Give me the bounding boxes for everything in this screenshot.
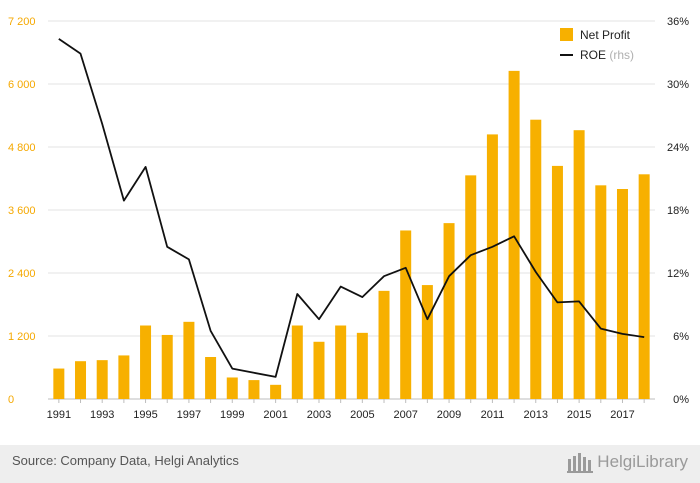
legend-label-roe-suffix: (rhs) bbox=[609, 48, 634, 62]
bar bbox=[183, 321, 195, 399]
y-right-tick-label: 36% bbox=[667, 16, 689, 28]
x-tick-label: 2007 bbox=[393, 409, 417, 421]
bar bbox=[335, 325, 347, 399]
x-tick-label: 2003 bbox=[307, 409, 331, 421]
x-tick-label: 2013 bbox=[524, 409, 548, 421]
bar bbox=[400, 230, 412, 399]
x-tick-label: 2005 bbox=[350, 409, 374, 421]
y-right-tick-label: 12% bbox=[667, 268, 689, 280]
brand-logo[interactable]: HelgiLibrary bbox=[567, 451, 688, 473]
bar bbox=[421, 285, 433, 399]
legend-swatch-net-profit bbox=[560, 28, 573, 41]
y-right-tick-label: 24% bbox=[667, 142, 689, 154]
y-left-tick-label: 3 600 bbox=[8, 205, 36, 217]
bar bbox=[248, 380, 260, 399]
bar bbox=[356, 332, 368, 399]
x-tick-label: 1999 bbox=[220, 409, 244, 421]
bar bbox=[96, 360, 108, 399]
x-tick-label: 1993 bbox=[90, 409, 114, 421]
y-left-tick-label: 1 200 bbox=[8, 331, 36, 343]
x-tick-label: 2001 bbox=[263, 409, 287, 421]
chart-svg: 0 1 200 2 400 3 600 4 800 6 000 7 200 0% 6% 12% 18… bbox=[8, 16, 689, 421]
y-left-tick-label: 6 000 bbox=[8, 79, 36, 91]
bar bbox=[378, 290, 390, 399]
x-tick-label: 2017 bbox=[610, 409, 634, 421]
bar bbox=[573, 130, 585, 399]
y-left-tick-label: 0 bbox=[8, 394, 14, 406]
legend-label-net-profit: Net Profit bbox=[580, 28, 631, 42]
bar bbox=[205, 357, 217, 399]
legend-label-roe: ROE (rhs) bbox=[580, 48, 634, 62]
x-tick-label: 2011 bbox=[481, 409, 505, 421]
y-right-tick-label: 18% bbox=[667, 205, 689, 217]
bar bbox=[161, 334, 173, 399]
bar bbox=[530, 119, 542, 399]
bar bbox=[118, 355, 130, 399]
x-tick-label: 1991 bbox=[47, 409, 71, 421]
bar bbox=[226, 377, 238, 399]
x-tick-label: 2015 bbox=[567, 409, 591, 421]
bar bbox=[270, 384, 282, 399]
bar bbox=[140, 325, 152, 399]
bar bbox=[75, 361, 87, 399]
bar bbox=[465, 175, 477, 399]
x-tick-label: 1997 bbox=[177, 409, 201, 421]
chart-area: 0 1 200 2 400 3 600 4 800 6 000 7 200 0% 6% 12% 18… bbox=[8, 16, 689, 421]
bar bbox=[595, 185, 607, 399]
y-right-tick-label: 30% bbox=[667, 79, 689, 91]
source-text: Source: Company Data, Helgi Analytics bbox=[12, 453, 239, 468]
bar bbox=[313, 341, 325, 399]
bar bbox=[53, 368, 65, 399]
y-left-tick-label: 2 400 bbox=[8, 268, 36, 280]
y-left-tick-label: 7 200 bbox=[8, 16, 36, 28]
footer: Source: Company Data, Helgi Analytics He… bbox=[0, 445, 700, 483]
library-icon bbox=[567, 453, 594, 473]
bar bbox=[638, 174, 650, 399]
x-tick-label: 1995 bbox=[133, 409, 157, 421]
bar bbox=[291, 325, 303, 399]
bar bbox=[616, 189, 628, 399]
roe-line bbox=[58, 38, 645, 378]
brand-name: HelgiLibrary bbox=[597, 452, 688, 471]
x-tick-label: 2009 bbox=[437, 409, 461, 421]
bar bbox=[486, 134, 498, 399]
y-left-tick-label: 4 800 bbox=[8, 142, 36, 154]
bar bbox=[508, 70, 520, 399]
bar bbox=[551, 165, 563, 399]
y-right-tick-label: 6% bbox=[673, 331, 689, 343]
y-right-tick-label: 0% bbox=[673, 394, 689, 406]
bar bbox=[443, 223, 455, 399]
